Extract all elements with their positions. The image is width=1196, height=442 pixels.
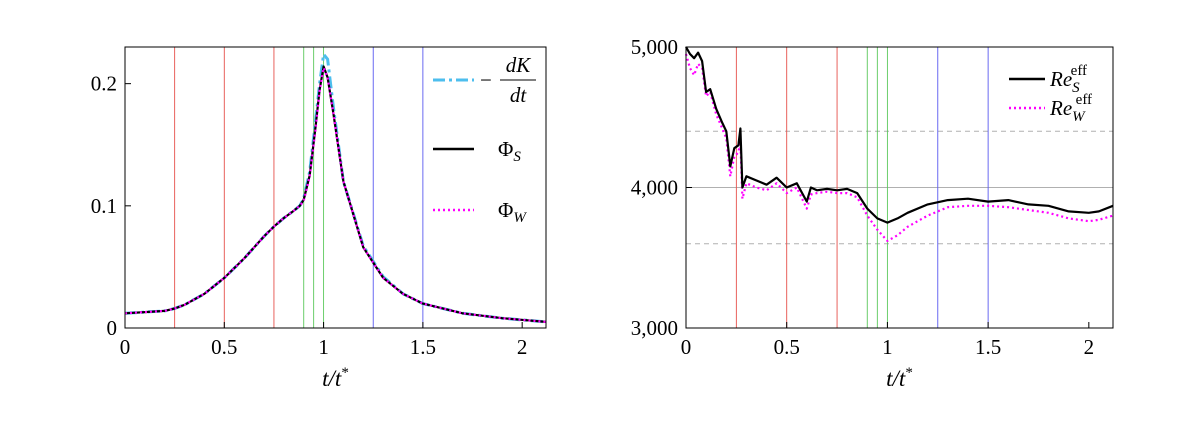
x-tick-label: 1.5 (975, 335, 1001, 359)
legend-re-w: ReWeff (1049, 92, 1092, 125)
series-line-1 (124, 65, 547, 323)
x-axis-label-star: * (905, 365, 913, 381)
x-axis-label-star: * (341, 365, 349, 381)
legend-re-s-sup: eff (1071, 63, 1087, 79)
y-tick-label: 0.1 (91, 194, 117, 218)
x-tick-label: 1.5 (410, 335, 436, 359)
x-tick-label: 1 (882, 335, 893, 359)
x-axis-label: t/t* (322, 365, 349, 391)
series-line-0 (124, 52, 547, 324)
legend-dt-denominator: dt (510, 83, 528, 107)
legend-phi-s: ΦS (498, 137, 521, 165)
legend-minus: − (480, 68, 492, 92)
legend-re-w-sub: W (1072, 109, 1086, 125)
series-line-1 (684, 53, 1114, 242)
plot-frame (124, 46, 547, 329)
y-tick-label: 0.2 (91, 72, 117, 96)
legend-phi-w: ΦW (498, 198, 527, 226)
series-line-0 (685, 46, 1114, 224)
series-line-2 (124, 66, 547, 323)
x-tick-label: 0.5 (211, 335, 237, 359)
left-chart-panel: 0 0.5 1 1.5 2 0 0.1 0.2 t/t* −dK dt ΦS ΦW (91, 46, 547, 391)
left-legend: −dK dt ΦS ΦW (433, 53, 536, 226)
legend-phi-w-sub: W (513, 210, 527, 226)
x-tick-label: 1 (318, 335, 329, 359)
legend-phi-s-sub: S (513, 149, 521, 165)
x-tick-label: 2 (1084, 335, 1095, 359)
y-tick-label: 4,000 (631, 176, 678, 200)
x-axis-label: t/t* (886, 365, 913, 391)
x-tick-label: 0 (120, 335, 131, 359)
legend-re-w-sup: eff (1076, 92, 1092, 108)
y-tick-label: 3,000 (631, 316, 678, 340)
x-tick-label: 2 (517, 335, 528, 359)
y-tick-label: 5,000 (631, 35, 678, 59)
x-tick-label: 0 (681, 335, 692, 359)
x-tick-label: 0.5 (774, 335, 800, 359)
y-tick-label: 0 (107, 316, 118, 340)
legend-dk-numerator: dK (506, 53, 532, 77)
legend-re-s-sub: S (1072, 80, 1080, 96)
